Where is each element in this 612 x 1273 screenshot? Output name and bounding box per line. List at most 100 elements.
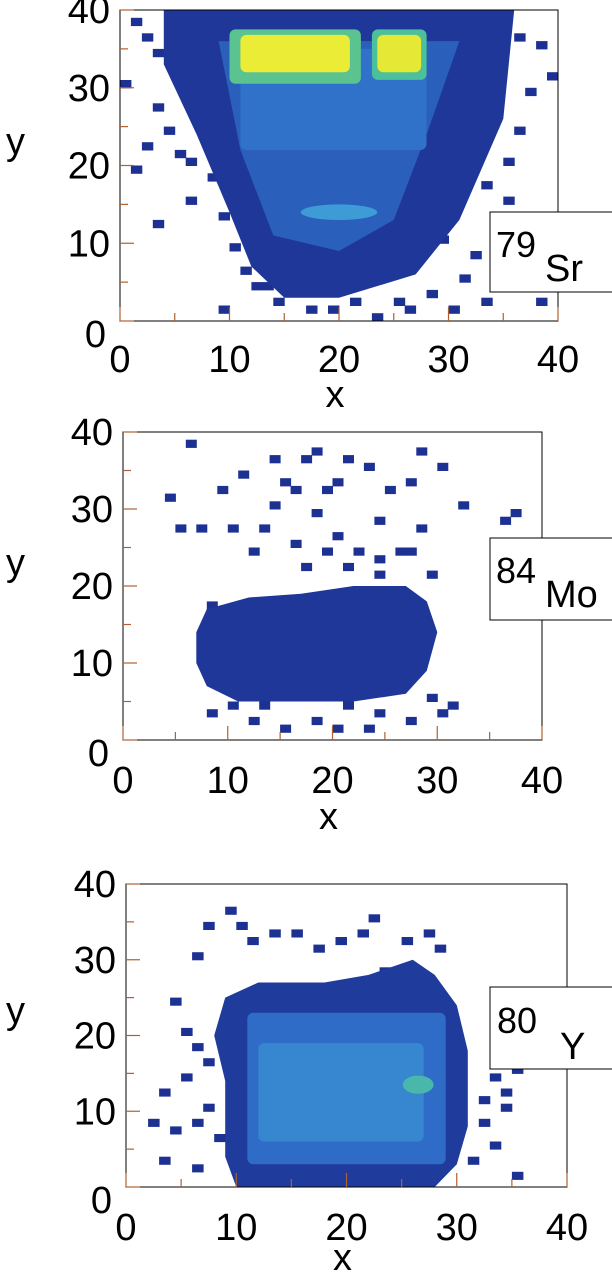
heatmap-cell bbox=[130, 165, 143, 174]
heatmap-cell bbox=[481, 181, 493, 190]
y-tick-label: 30 bbox=[68, 68, 110, 110]
heatmap-cell bbox=[489, 1141, 502, 1150]
x-tick-label: 40 bbox=[546, 1207, 588, 1249]
heatmap-cell bbox=[152, 103, 165, 112]
heatmap-cell bbox=[395, 547, 407, 556]
heatmap-cell bbox=[306, 305, 318, 314]
heatmap-cell bbox=[332, 478, 344, 487]
x-tick-label: 40 bbox=[537, 339, 579, 381]
y-tick-label: 20 bbox=[74, 1016, 116, 1058]
x-tick-label: 40 bbox=[521, 760, 563, 802]
y-tick-label: 10 bbox=[71, 643, 113, 685]
heatmap-cell bbox=[218, 305, 230, 314]
heatmap-cell bbox=[500, 516, 512, 525]
plot-area bbox=[120, 10, 558, 321]
heatmap-cell bbox=[426, 693, 438, 702]
heatmap-cell bbox=[363, 724, 375, 733]
heatmap-cell bbox=[343, 562, 354, 572]
x-tick-label: 20 bbox=[318, 339, 360, 381]
heatmap-cell bbox=[311, 447, 323, 456]
y-tick-label: 30 bbox=[71, 489, 113, 531]
heatmap-cell bbox=[269, 455, 281, 464]
heatmap-cell bbox=[247, 937, 259, 946]
y-tick-label: 10 bbox=[74, 1091, 116, 1133]
heatmap-cell bbox=[248, 547, 260, 556]
heatmap-cell bbox=[500, 1088, 513, 1097]
heatmap-cell bbox=[434, 944, 447, 953]
heatmap-cell bbox=[371, 313, 384, 321]
heatmap-cell bbox=[374, 516, 386, 525]
y-axis-label: y bbox=[6, 542, 25, 584]
heatmap-cell bbox=[405, 478, 417, 487]
heatmap-cell bbox=[163, 126, 176, 135]
heatmap-cell bbox=[470, 251, 482, 260]
heatmap-cell bbox=[313, 944, 325, 953]
heatmap-cell bbox=[262, 282, 274, 291]
heatmap-cell bbox=[503, 196, 515, 205]
heatmap-cell bbox=[489, 1073, 502, 1082]
x-tick-label: 30 bbox=[427, 339, 469, 381]
heatmap-cell bbox=[447, 701, 459, 710]
heatmap-cell bbox=[120, 80, 132, 89]
intensity-region bbox=[196, 586, 438, 702]
x-tick-label: 30 bbox=[416, 760, 458, 802]
heatmap-cell bbox=[203, 1058, 215, 1067]
heatmap-cell bbox=[164, 493, 176, 502]
heatmap-cell bbox=[423, 929, 436, 938]
isotope-element-symbol: Mo bbox=[545, 574, 598, 616]
heatmap-cell bbox=[311, 716, 323, 726]
heatmap-cell bbox=[192, 1164, 204, 1173]
intensity-region bbox=[240, 34, 350, 73]
heatmap-cell bbox=[405, 716, 417, 726]
y-tick-label: 10 bbox=[68, 223, 110, 265]
heatmap-cell bbox=[225, 906, 237, 915]
heatmap-cell bbox=[478, 1096, 491, 1105]
heatmap-cell bbox=[510, 509, 522, 518]
heatmap-cell bbox=[238, 470, 250, 479]
y-tick-label: 20 bbox=[71, 566, 113, 608]
heatmap-cell bbox=[259, 524, 271, 533]
heatmap-cell bbox=[174, 149, 187, 159]
heatmap-cell bbox=[301, 455, 313, 464]
plot-area bbox=[148, 906, 524, 1187]
heatmap-cell bbox=[152, 219, 165, 229]
heatmap-cell bbox=[350, 297, 362, 306]
heatmap-cell bbox=[374, 709, 386, 718]
heatmap-cell bbox=[218, 212, 230, 221]
heatmap-cell bbox=[133, 432, 145, 433]
heatmap-cell bbox=[547, 72, 558, 81]
heatmap-cell bbox=[251, 282, 263, 291]
heatmap-cell bbox=[130, 17, 143, 27]
heatmap-cell bbox=[214, 1134, 226, 1143]
y-tick-label: 40 bbox=[68, 0, 110, 32]
heatmap-cell bbox=[206, 709, 218, 718]
heatmap-cell bbox=[511, 1065, 524, 1074]
heatmap-cell bbox=[159, 1156, 171, 1165]
x-tick-label: 10 bbox=[207, 760, 249, 802]
heatmap-cell bbox=[395, 432, 407, 433]
heatmap-cell bbox=[343, 455, 354, 464]
y-tick-label: 40 bbox=[74, 864, 116, 906]
heatmap-cell bbox=[353, 432, 365, 433]
y-tick-label: 20 bbox=[68, 146, 110, 188]
y-tick-label: 0 bbox=[85, 314, 106, 356]
heatmap-cell bbox=[368, 914, 381, 923]
heatmap-cell bbox=[343, 701, 354, 710]
isotope-element-symbol: Y bbox=[560, 1026, 585, 1068]
heatmap-cell bbox=[328, 305, 340, 314]
heatmap-cell bbox=[290, 485, 302, 495]
heatmap-cell bbox=[437, 709, 449, 718]
heatmap-cell bbox=[467, 1156, 480, 1165]
x-axis-label: x bbox=[319, 796, 338, 838]
heatmap-cell bbox=[536, 41, 548, 50]
intensity-hotspot bbox=[300, 204, 378, 220]
heatmap-cell bbox=[536, 297, 548, 306]
x-tick-label: 10 bbox=[208, 339, 250, 381]
heatmap-cell bbox=[248, 716, 260, 726]
heatmap-cell bbox=[175, 524, 187, 533]
heatmap-cell bbox=[416, 524, 428, 533]
isotope-label-box bbox=[489, 211, 612, 293]
